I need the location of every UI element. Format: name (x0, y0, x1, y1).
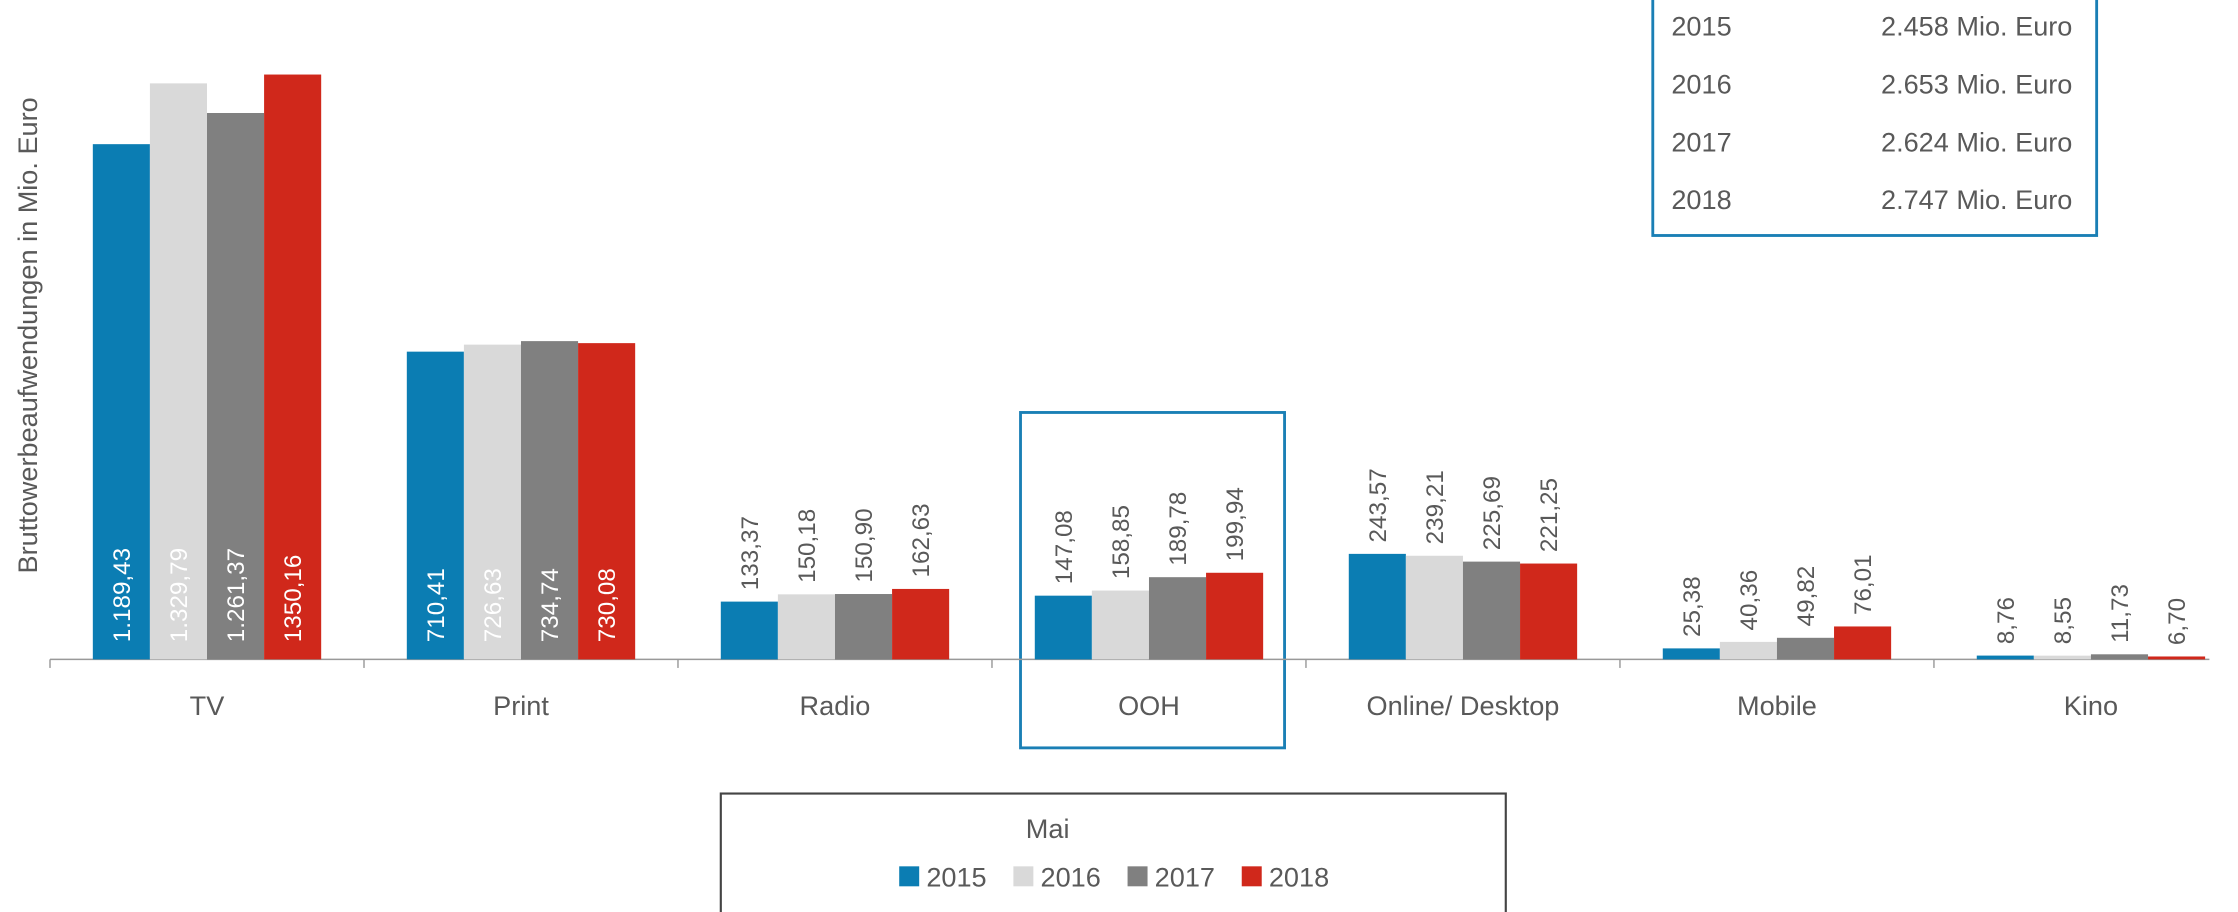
x-tick-label: Print (493, 690, 549, 721)
value-label: 76,01 (1850, 554, 1877, 615)
bar (264, 74, 322, 660)
legend-label: 2016 (1041, 861, 1101, 892)
value-label: 11,73 (2107, 584, 2134, 643)
legend-title: Mai (1026, 813, 1070, 844)
value-label: 225,69 (1479, 476, 1506, 550)
info-year: 2015 (1671, 11, 1731, 42)
bar (892, 588, 950, 660)
value-label: 243,57 (1365, 468, 1392, 542)
bar (1520, 563, 1578, 660)
bar (1348, 553, 1406, 660)
value-label: 1.189,43 (109, 548, 136, 642)
bar (1034, 595, 1092, 660)
bar (1662, 648, 1720, 660)
x-tick-label: Kino (2064, 690, 2118, 721)
bar (1976, 655, 2034, 660)
y-axis-label: Bruttowerbeaufwendungen in Mio. Euro (12, 97, 43, 573)
value-label: 150,90 (851, 508, 878, 582)
legend-label: 2015 (926, 861, 986, 892)
x-tick-label: OOH (1118, 690, 1180, 721)
bar (1462, 561, 1521, 660)
info-total: 2.747 Mio. Euro (1881, 184, 2072, 215)
bar (1405, 555, 1463, 660)
info-year: 2017 (1671, 126, 1731, 157)
bar (720, 601, 778, 660)
bar (463, 344, 521, 660)
value-label: 710,41 (423, 568, 450, 642)
x-tick-label: Online/ Desktop (1367, 690, 1560, 721)
value-label: 1350,16 (280, 555, 307, 643)
value-label: 726,63 (480, 568, 507, 642)
info-year: 2018 (1671, 184, 1731, 215)
value-label: 221,25 (1536, 478, 1563, 552)
value-label: 1.261,37 (223, 548, 250, 642)
info-box (1651, 0, 2099, 237)
value-label: 25,38 (1679, 576, 1706, 637)
value-label: 150,18 (794, 509, 821, 583)
bar (406, 351, 464, 660)
value-label: 734,74 (537, 568, 564, 642)
bar (207, 112, 265, 660)
value-label: 8,55 (2050, 597, 2077, 644)
info-total: 2.653 Mio. Euro (1881, 68, 2072, 99)
bar (2033, 655, 2091, 660)
info-total: 2.458 Mio. Euro (1881, 11, 2072, 42)
legend-swatch (899, 866, 920, 887)
bar (1834, 626, 1892, 660)
bar (1776, 637, 1835, 660)
bar (578, 343, 636, 660)
legend-swatch (1127, 866, 1148, 887)
value-label: 40,36 (1736, 570, 1763, 631)
bar (1206, 572, 1264, 660)
legend-label: 2018 (1269, 861, 1329, 892)
value-label: 133,37 (737, 516, 764, 590)
value-label: 8,76 (1993, 597, 2020, 644)
x-tick-label: Mobile (1737, 690, 1817, 721)
value-label: 158,85 (1108, 505, 1135, 579)
bar (92, 144, 150, 660)
info-year: 2016 (1671, 68, 1731, 99)
value-label: 162,63 (908, 503, 935, 577)
legend-swatch (1241, 866, 1262, 887)
bar (1719, 641, 1777, 660)
value-label: 49,82 (1793, 566, 1820, 627)
info-total: 2.624 Mio. Euro (1881, 126, 2072, 157)
bar (149, 83, 207, 660)
value-label: 1.329,79 (166, 548, 193, 642)
bar (520, 341, 579, 660)
legend-box (719, 792, 1507, 912)
bar (834, 594, 893, 660)
value-label: 6,70 (2164, 598, 2191, 645)
value-label: 199,94 (1222, 487, 1249, 561)
legend-swatch (1013, 866, 1034, 887)
value-label: 147,08 (1051, 510, 1078, 584)
value-label: 189,78 (1165, 492, 1192, 566)
x-tick-label: Radio (800, 690, 871, 721)
legend-label: 2017 (1155, 861, 1215, 892)
x-tick-label: TV (190, 690, 225, 721)
bar (2090, 654, 2149, 660)
bar (777, 594, 835, 660)
value-label: 239,21 (1422, 470, 1449, 544)
highlight-box (1019, 411, 1286, 750)
bar (2148, 656, 2206, 660)
bar (1148, 577, 1207, 660)
value-label: 730,08 (594, 568, 621, 642)
bar (1091, 590, 1149, 660)
